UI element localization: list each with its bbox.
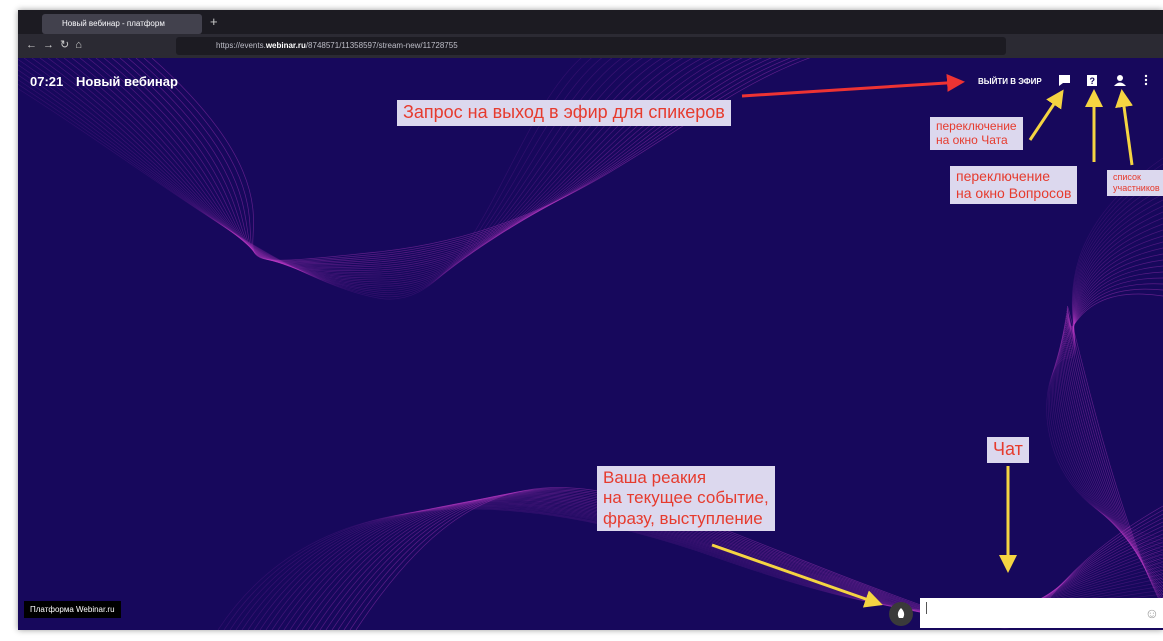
wave-line bbox=[1064, 259, 1163, 590]
annotation-line: фразу, выступление bbox=[603, 508, 763, 528]
wave-line bbox=[111, 58, 763, 266]
url-field[interactable]: https://events.webinar.ru/8748571/113585… bbox=[176, 37, 1006, 55]
address-bar: ←→↻⌂ https://events.webinar.ru/8748571/1… bbox=[18, 34, 1163, 58]
url: https://events. bbox=[216, 41, 266, 50]
wave-line bbox=[1054, 193, 1163, 557]
wave-line bbox=[1055, 199, 1163, 560]
wave-line bbox=[1047, 163, 1163, 542]
annotation: Запрос на выход в эфир для спикеров bbox=[397, 100, 731, 126]
wave-line bbox=[1060, 223, 1163, 572]
header-icons: ? bbox=[1059, 74, 1148, 86]
webinar-page: 07:21 Новый вебинар ВЫЙТИ В ЭФИР ? Платф… bbox=[18, 58, 1163, 630]
annotation: переключение на окно Вопросов bbox=[950, 166, 1078, 204]
wave-line bbox=[1063, 247, 1163, 584]
reaction-button[interactable] bbox=[888, 601, 914, 627]
browser-tab[interactable]: Новый вебинар - платформ bbox=[42, 14, 202, 34]
menu-icon[interactable] bbox=[1144, 74, 1148, 86]
new-tab[interactable]: + bbox=[210, 14, 218, 29]
participants-icon[interactable] bbox=[1117, 75, 1123, 81]
wave-line bbox=[1057, 205, 1163, 563]
wave-line bbox=[1050, 175, 1163, 548]
wave-line bbox=[1059, 217, 1163, 569]
platform-label: Платформа Webinar.ru bbox=[24, 601, 121, 618]
wave-line bbox=[1062, 241, 1163, 581]
arrow bbox=[741, 73, 965, 98]
wave-line bbox=[95, 58, 743, 268]
arrow bbox=[1028, 89, 1064, 141]
arrow bbox=[1115, 89, 1134, 166]
url-domain: webinar.ru bbox=[265, 41, 306, 50]
annotation-line: Ваша реакия bbox=[603, 468, 707, 487]
annotation-line: список bbox=[1113, 172, 1141, 182]
wave-line bbox=[1061, 229, 1163, 575]
nav-buttons[interactable]: ←→↻⌂ bbox=[26, 39, 88, 51]
url-path: /8748571/11358597/stream-new/11728755 bbox=[305, 41, 458, 50]
time: 07:21 bbox=[30, 74, 64, 89]
annotation-line: Запрос на выход в эфир для спикеров bbox=[403, 102, 725, 122]
annotation-line: Чат bbox=[993, 439, 1023, 459]
wave-line bbox=[143, 58, 801, 262]
webinar-title: Новый вебинар bbox=[76, 74, 178, 89]
wave-line bbox=[343, 489, 1163, 630]
wave-line bbox=[1066, 277, 1163, 599]
wave-line bbox=[331, 491, 1163, 630]
questions-icon[interactable] bbox=[1087, 75, 1097, 86]
wave-line bbox=[1065, 271, 1163, 596]
chat-icon[interactable] bbox=[1059, 75, 1070, 86]
wave-line bbox=[1053, 187, 1163, 554]
wave-line bbox=[1052, 181, 1163, 551]
annotation-line: участников bbox=[1113, 182, 1160, 193]
go-live-button[interactable]: ВЫЙТИ В ЭФИР bbox=[978, 77, 1042, 86]
chat-input[interactable]: ☺ bbox=[920, 598, 1163, 628]
wave-line bbox=[1065, 265, 1163, 593]
annotation-line: на текущее событие, bbox=[603, 488, 769, 508]
annotation: список участников bbox=[1107, 170, 1163, 196]
wave-line bbox=[355, 487, 1163, 630]
annotation: Ваша реакия на текущее событие, фразу, выс… bbox=[597, 466, 775, 532]
wave-line bbox=[135, 58, 792, 263]
wave-line bbox=[1066, 288, 1163, 605]
annotation-line: переключение bbox=[956, 168, 1051, 184]
wave-line bbox=[127, 58, 782, 264]
annotation: Чат bbox=[987, 437, 1029, 463]
wave-line bbox=[1066, 283, 1163, 602]
wave-line bbox=[337, 490, 1163, 630]
wave-line bbox=[1067, 293, 1163, 608]
wave-line bbox=[1058, 211, 1163, 566]
annotation-line: переключение bbox=[936, 119, 1017, 133]
svg-text:?: ? bbox=[1090, 76, 1096, 86]
arrow bbox=[711, 543, 883, 608]
wave-line bbox=[1049, 169, 1163, 545]
wave-line bbox=[1062, 235, 1163, 578]
wave-line bbox=[151, 58, 811, 261]
annotation-line: на окно Вопросов bbox=[956, 184, 1072, 201]
annotation-line: на окно Чата bbox=[936, 133, 1008, 148]
wave-line bbox=[349, 488, 1163, 630]
wave-line bbox=[1064, 253, 1163, 587]
wave-line bbox=[1046, 157, 1163, 539]
annotation: переключение на окно Чата bbox=[930, 117, 1023, 150]
